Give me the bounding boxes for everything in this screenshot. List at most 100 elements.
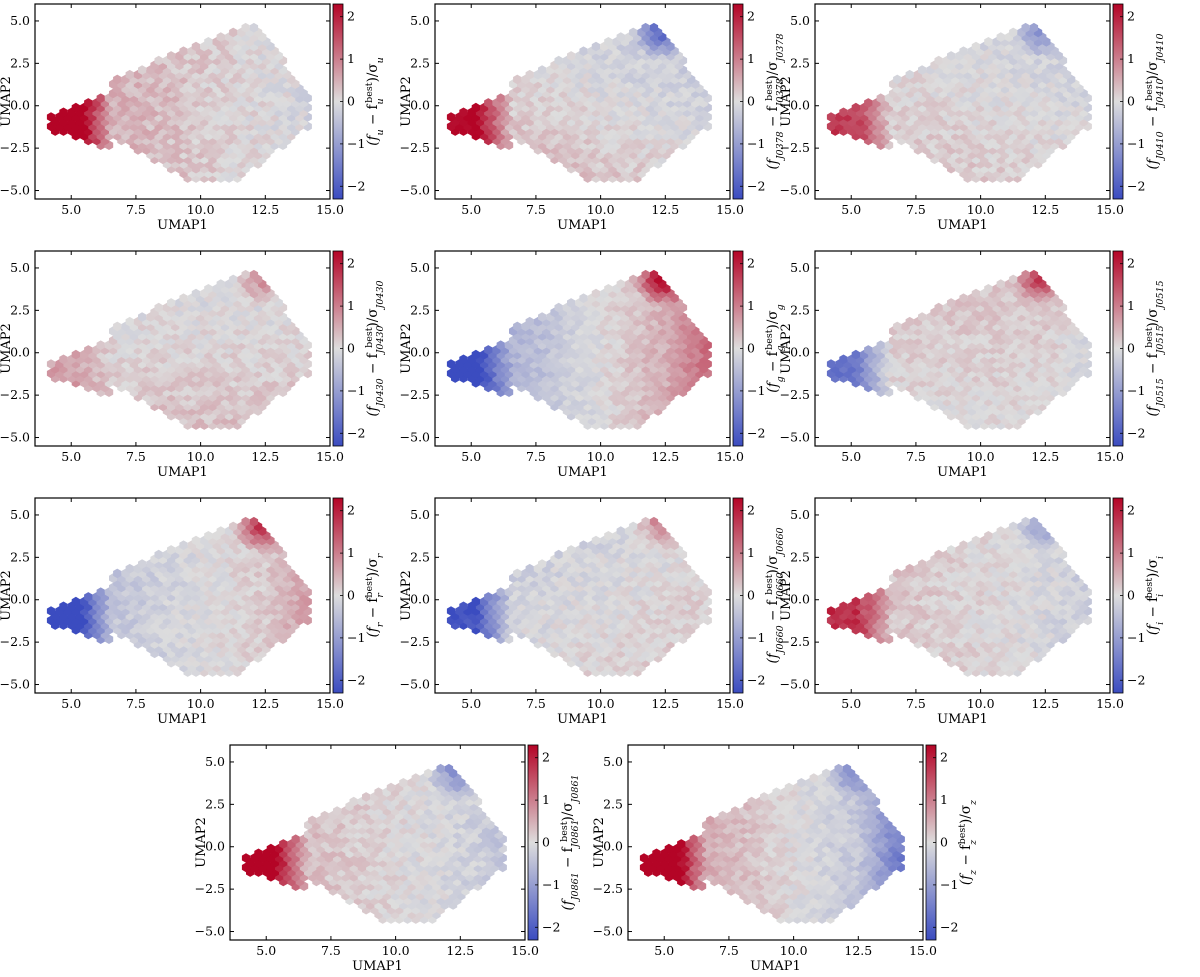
y-tick-label: 2.5 (410, 302, 430, 317)
hexbin-layer (826, 269, 1092, 430)
y-tick-label: −5.0 (400, 430, 430, 445)
hexbin-layer (826, 22, 1092, 183)
x-tick-label: 15.0 (716, 202, 744, 217)
x-axis-label: UMAP1 (937, 218, 988, 233)
hexbin-cell (1029, 22, 1039, 33)
y-tick-label: −5.0 (0, 183, 30, 198)
hexbin-cell (113, 74, 122, 85)
panel-5: 5.0 7.5 10.0 12.5 15.05.02.50.0−2.5−5.0UMAP1… (399, 250, 786, 480)
y-axis-label: UMAP2 (399, 323, 414, 374)
colorbar-tick-label: 1 (747, 298, 755, 313)
panel-7: 5.0 7.5 10.0 12.5 15.05.02.50.0−2.5−5.0UMAP1… (0, 497, 386, 727)
hexbin-cell (1021, 22, 1030, 33)
colorbar-tick-label: 1 (747, 51, 755, 66)
y-tick-label: −2.5 (0, 140, 30, 155)
x-tick-label: 10.0 (587, 449, 615, 464)
y-tick-label: −2.5 (400, 387, 430, 402)
hexbin-cell (71, 102, 80, 113)
colorbar-tick-label: 2 (347, 9, 355, 24)
hexbin-layer (446, 516, 712, 677)
hexbin-layer (46, 22, 312, 183)
panel-8: 5.0 7.5 10.0 12.5 15.05.02.50.0−2.5−5.0UMAP1… (399, 497, 786, 727)
y-tick-label: 5.0 (410, 260, 430, 275)
y-tick-label: 5.0 (790, 260, 810, 275)
hexbin-cell (538, 65, 547, 75)
hexbin-cell (84, 345, 93, 355)
hexbin-cell (496, 93, 505, 103)
y-tick-label: 2.5 (790, 55, 810, 70)
colorbar-tick-label: −1 (747, 383, 765, 398)
colorbar-tick-label: 0 (347, 94, 355, 109)
hexbin-cell (567, 51, 576, 61)
hexbin-cell (179, 46, 188, 56)
colorbar-tick-label: −2 (1127, 178, 1145, 193)
x-axis-label: UMAP1 (157, 465, 208, 480)
hexbin-cell (191, 41, 201, 52)
y-tick-label: −2.5 (0, 634, 30, 649)
hexbin-cell (984, 37, 993, 47)
hexbin-cell (167, 51, 176, 61)
hexbin-cell (591, 41, 601, 52)
hexbin-cell (46, 359, 56, 369)
hexbin-cell (446, 112, 456, 122)
colorbar-tick-label: 0 (747, 341, 755, 356)
x-tick-label: 5.0 (841, 202, 861, 217)
x-tick-label: 15.0 (316, 449, 344, 464)
colorbar-tick-label: 0 (347, 588, 355, 603)
x-tick-label: 12.5 (251, 696, 279, 711)
hexbin-layer (46, 516, 312, 677)
hexbin-cell (554, 55, 563, 66)
hexbin-cell (851, 102, 860, 113)
hexbin-cell (138, 65, 147, 75)
y-tick-label: 2.5 (10, 55, 30, 70)
hexbin-cell (154, 55, 163, 66)
hexbin-cell (893, 74, 902, 85)
colorbar-tick-label: 1 (347, 298, 355, 313)
y-tick-label: 2.5 (790, 302, 810, 317)
x-tick-label: 12.5 (651, 449, 679, 464)
panel-3: 5.0 7.5 10.0 12.5 15.05.02.50.0−2.5−5.0UMAP1… (779, 3, 1166, 233)
hexbin-cell (649, 22, 659, 33)
hexbin-cell (484, 98, 493, 108)
colorbar-tick-label: 0 (1127, 94, 1135, 109)
hexbin-cell (971, 41, 981, 52)
x-axis-label: UMAP1 (937, 465, 988, 480)
hexbin-cell (525, 69, 534, 80)
x-tick-label: 5.0 (61, 696, 81, 711)
x-tick-label: 5.0 (461, 202, 481, 217)
hexbin-cell (229, 27, 238, 38)
hexbin-cell (579, 46, 588, 56)
axes-frame (814, 3, 1111, 200)
y-tick-label: −5.0 (780, 430, 810, 445)
y-tick-label: −2.5 (780, 387, 810, 402)
hexbin-cell (125, 69, 134, 80)
hexbin-layer (46, 269, 312, 430)
hexbin-cell (864, 98, 873, 108)
x-tick-label: 12.5 (251, 202, 279, 217)
panel-2: 5.0 7.5 10.0 12.5 15.05.02.50.0−2.5−5.0UMAP1… (399, 3, 786, 233)
hexbin-cell (826, 112, 836, 122)
x-tick-label: 12.5 (651, 202, 679, 217)
y-axis-label: UMAP2 (779, 76, 794, 127)
y-axis-label: UMAP2 (779, 323, 794, 374)
x-tick-label: 7.5 (126, 696, 146, 711)
panel-4: 5.0 7.5 10.0 12.5 15.05.02.50.0−2.5−5.0UMAP1… (0, 250, 386, 480)
hexbin-cell (249, 22, 259, 33)
x-tick-label: 7.5 (526, 449, 546, 464)
colorbar-tick-label: 2 (347, 503, 355, 518)
x-tick-label: 7.5 (126, 202, 146, 217)
y-tick-label: 2.5 (10, 549, 30, 564)
axes-frame (434, 3, 731, 200)
x-tick-label: 15.0 (1096, 202, 1124, 217)
hexbin-cell (96, 340, 105, 350)
colorbar-label: (fJ0378 − fJ0378best)/σJ0378 (764, 33, 786, 169)
y-tick-label: 5.0 (10, 260, 30, 275)
x-tick-label: 5.0 (61, 202, 81, 217)
y-tick-label: 5.0 (10, 13, 30, 28)
x-tick-label: 10.0 (187, 202, 215, 217)
colorbar-tick-label: −2 (747, 178, 765, 193)
colorbar-tick-label: 2 (1127, 256, 1135, 271)
hexbin-cell (1009, 27, 1018, 38)
y-tick-label: −5.0 (780, 183, 810, 198)
x-tick-label: 10.0 (587, 202, 615, 217)
